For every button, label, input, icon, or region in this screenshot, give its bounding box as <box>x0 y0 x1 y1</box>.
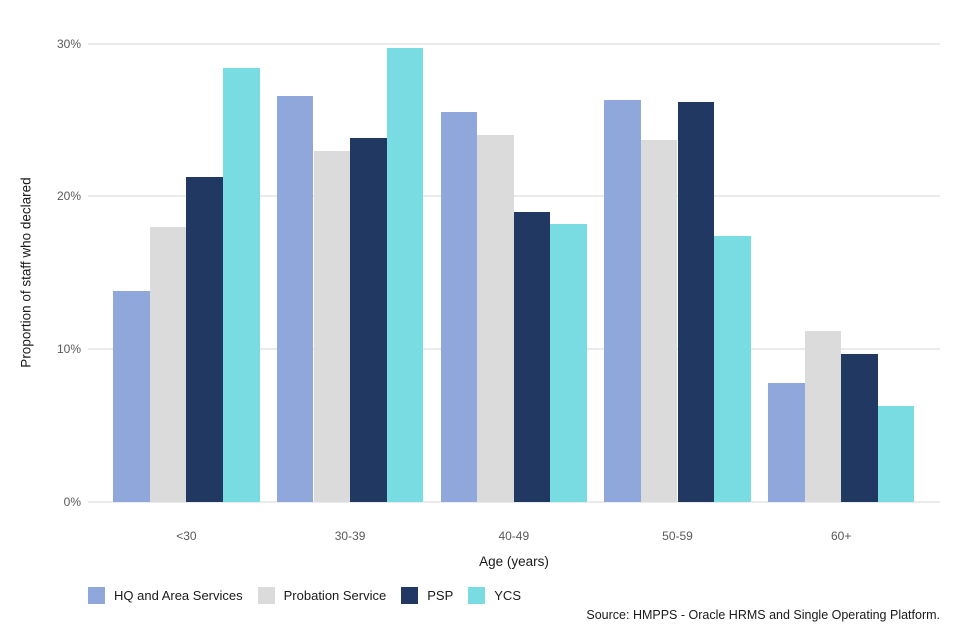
bar-hq-and-area-services-50-59 <box>604 100 641 502</box>
x-tick-label-60: 60+ <box>831 529 852 543</box>
bar-ycs-30-39 <box>386 48 424 502</box>
gridline-30 <box>88 42 940 45</box>
legend-swatch-probation-service <box>257 587 275 604</box>
bar-probation-service-50-59 <box>640 139 678 502</box>
y-tick-label: 0% <box>63 495 81 509</box>
x-tick-label-50-59: 50-59 <box>662 529 693 543</box>
bar-probation-service-30-39 <box>313 150 351 502</box>
bar-psp-50-59 <box>677 101 715 502</box>
bar-hq-and-area-services-30 <box>113 291 150 502</box>
legend-item-ycs: YCS <box>468 587 521 604</box>
legend-label: YCS <box>494 588 521 603</box>
bar-ycs-30 <box>223 68 260 502</box>
source-note: Source: HMPPS - Oracle HRMS and Single O… <box>586 608 940 622</box>
gridline-0 <box>88 501 940 503</box>
bar-hq-and-area-services-40-49 <box>440 112 478 502</box>
y-tick-label: 20% <box>56 189 81 204</box>
x-tick-label-30-39: 30-39 <box>334 529 366 543</box>
legend-item-psp: PSP <box>401 587 453 604</box>
legend-label: PSP <box>427 588 454 603</box>
bar-hq-and-area-services-60 <box>768 382 805 502</box>
bar-probation-service-40-49 <box>477 135 514 502</box>
bar-psp-40-49 <box>513 211 551 502</box>
legend: HQ and Area Services Probation Service PSP… <box>88 587 536 604</box>
bar-psp-30 <box>186 176 223 502</box>
legend-swatch-psp <box>401 587 419 604</box>
x-tick-label-40-49: 40-49 <box>498 529 530 543</box>
x-axis-title: Age (years) <box>479 554 549 569</box>
legend-item-hq-and-area-services: HQ and Area Services <box>88 587 243 604</box>
bar-probation-service-60 <box>804 330 842 502</box>
bar-psp-60 <box>841 353 878 502</box>
bar-ycs-60 <box>877 405 915 502</box>
bar-hq-and-area-services-30-39 <box>276 95 314 502</box>
legend-label: Probation Service <box>283 588 387 603</box>
legend-label: HQ and Area Services <box>114 588 243 603</box>
y-tick-label: 30% <box>56 36 81 51</box>
bar-psp-30-39 <box>350 138 387 502</box>
legend-item-probation-service: Probation Service <box>257 587 387 604</box>
y-axis-title: Proportion of staff who declared <box>18 177 34 368</box>
bar-probation-service-30 <box>149 226 187 502</box>
x-tick-label-30: <30 <box>176 529 197 543</box>
gridline-20 <box>88 195 940 198</box>
bar-ycs-50-59 <box>714 236 751 502</box>
bar-ycs-40-49 <box>550 223 587 502</box>
legend-swatch-ycs <box>468 587 486 604</box>
y-tick-label: 10% <box>56 342 81 357</box>
legend-swatch-hq-and-area-services <box>88 587 105 604</box>
